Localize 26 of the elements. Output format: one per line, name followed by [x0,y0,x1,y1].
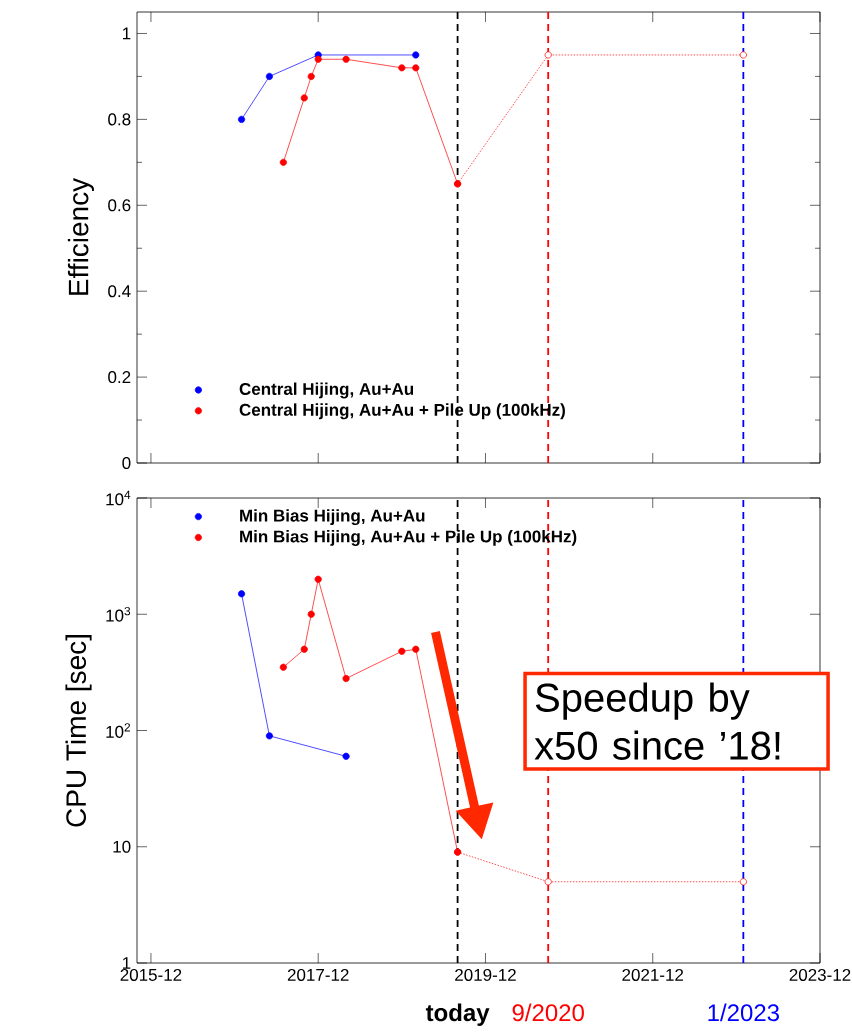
y-tick-label: 10$^{2}$ [106,723,131,738]
x-tick-label: 2021-12 [622,968,684,981]
y-tick-label: 10$^{3}$ [106,606,131,622]
x-tick-label: 2017-12 [287,968,349,981]
annotation: Speedup by x50 since ’18! [534,682,780,760]
y-axis-title: Efficiency [67,177,94,295]
y-tick-label: 0.4 [108,285,131,298]
legend-label: Central Hijing, Au+Au + Pile Up (100kHz) [239,403,565,420]
legend-label: Min Bias Hijing, Au+Au [240,509,425,526]
y-tick-label: 0.2 [108,371,131,384]
x-tick-label: 2023-12 [789,968,851,981]
x-tick-label: 2015-12 [120,968,182,981]
y-axis-title: CPU Time [sec] [65,635,92,827]
ref-line-label: today [425,1003,490,1026]
legend-label: Min Bias Hijing, Au+Au + Pile Up (100kHz) [240,530,577,546]
x-tick-label: 2019-12 [455,968,516,981]
y-tick-label: 1 [122,27,131,40]
y-tick-label: 1 [122,957,131,969]
y-tick-label: 10 [113,840,131,853]
ref-line-label: 1/2023 [708,1003,779,1022]
y-tick-label: 0.6 [108,199,131,212]
y-tick-label: 0 [122,456,131,470]
ref-line-label: 9/2020 [512,1003,584,1022]
y-tick-label: 10$^{4}$ [106,490,131,506]
legend-label: Central Hijing, Au+Au [239,382,414,399]
y-tick-label: 0.8 [108,113,131,126]
